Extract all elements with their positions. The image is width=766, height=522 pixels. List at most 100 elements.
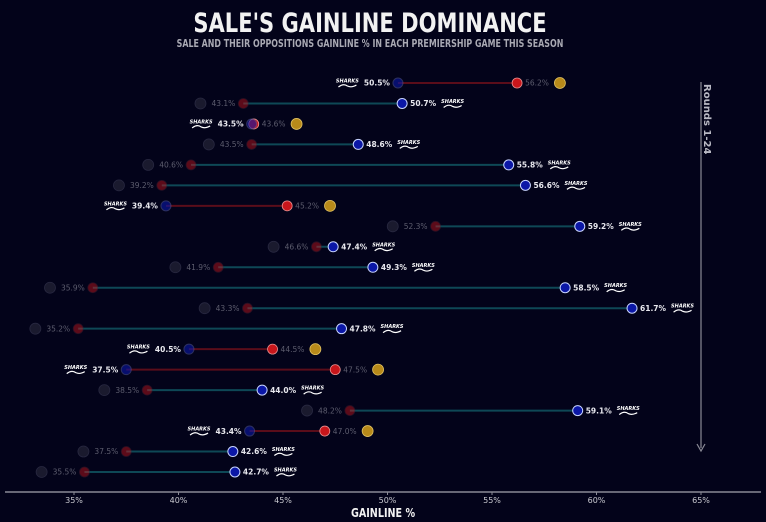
shark-wave-icon <box>273 452 293 457</box>
sale-value-label: 43.4% <box>216 427 243 436</box>
x-tick-label: 45% <box>274 496 292 505</box>
shark-wave-icon <box>106 206 125 211</box>
sale-value-label: 39.4% <box>132 202 159 211</box>
sale-sharks-logo: SHARKS <box>127 345 150 354</box>
game-row: 43.4% 47.0% SHARKS <box>188 425 374 437</box>
sale-value-label: 55.8% <box>517 161 544 170</box>
x-tick-label: 50% <box>379 496 397 505</box>
x-axis-ticks: 35% 40% 45% 50% 55% 60% 65% <box>65 492 710 505</box>
sale-logo-text: SHARKS <box>397 140 420 146</box>
sale-logo-text: SHARKS <box>336 79 359 85</box>
leicester-logo-icon <box>44 281 56 294</box>
sale-logo-text: SHARKS <box>127 345 150 351</box>
sale-value-label: 59.1% <box>586 406 613 415</box>
sale-sharks-logo: SHARKS <box>190 119 213 129</box>
game-row: 52.3% 59.2% SHARKS <box>386 220 642 233</box>
gloucester-logo-icon <box>142 158 155 171</box>
game-row: 46.6% 47.4% SHARKS <box>267 240 396 253</box>
gloucester-logo-icon <box>386 220 399 233</box>
opponent-value-label: 35.9% <box>61 283 85 292</box>
sale-logo-text: SHARKS <box>104 201 127 207</box>
game-row: 35.2% 47.8% SHARKS <box>29 322 404 335</box>
sale-logo-text: SHARKS <box>272 447 295 453</box>
london-irish-logo-icon <box>301 404 313 417</box>
sale-dot <box>396 97 408 109</box>
harlequins-logo-icon <box>113 179 125 192</box>
sale-value-label: 49.3% <box>381 263 408 272</box>
opponent-value-label: 45.2% <box>295 202 319 211</box>
sale-logo-text: SHARKS <box>301 386 324 392</box>
chart-title: SALE'S GAINLINE DOMINANCE <box>193 7 546 38</box>
shark-wave-icon <box>276 473 295 477</box>
opponent-dot <box>311 241 322 253</box>
sale-value-label: 47.8% <box>350 324 377 333</box>
sale-value-label: 42.6% <box>241 447 268 456</box>
game-row: 35.5% 42.7% SHARKS <box>35 466 297 478</box>
sale-dot <box>352 138 364 150</box>
game-row: 40.5% 44.5% SHARKS <box>127 343 322 356</box>
opponent-dot <box>511 77 523 89</box>
x-tick-label: 40% <box>170 496 188 505</box>
newcastle-logo-icon <box>169 261 182 274</box>
sale-sharks-logo: SHARKS <box>441 99 465 108</box>
opponent-dot <box>87 282 99 294</box>
sale-sharks-logo: SHARKS <box>604 283 628 293</box>
northampton-logo-icon <box>309 343 322 356</box>
x-tick-label: 35% <box>65 496 83 505</box>
shark-wave-icon <box>191 125 211 129</box>
shark-wave-icon <box>303 391 322 395</box>
opponent-dot <box>212 261 224 273</box>
sale-value-label: 61.7% <box>640 304 667 313</box>
game-row: 37.5% 42.6% SHARKS <box>77 445 295 458</box>
game-row: 43.1% 50.7% SHARKS <box>194 97 465 110</box>
opponent-dot <box>344 405 356 416</box>
game-row: 40.6% 55.8% SHARKS <box>142 158 571 171</box>
shark-wave-icon <box>66 370 86 375</box>
sale-value-label: 56.6% <box>533 181 560 190</box>
opponent-dot <box>156 179 168 191</box>
opponent-value-label: 47.5% <box>343 365 367 374</box>
game-row: 50.5% 56.2% SHARKS <box>336 77 566 89</box>
sale-dot <box>160 200 172 212</box>
game-row: 38.5% 44.0% SHARKS <box>98 384 325 397</box>
shark-wave-icon <box>338 84 357 88</box>
newcastle-logo-icon <box>35 466 48 478</box>
sale-sharks-logo: SHARKS <box>336 79 359 88</box>
sale-sharks-logo: SHARKS <box>64 365 88 375</box>
bristol-logo-icon <box>267 240 280 253</box>
opponent-dot <box>141 384 153 396</box>
game-row: 48.2% 59.1% SHARKS <box>301 404 640 417</box>
game-row: 35.9% 58.5% SHARKS <box>44 281 628 294</box>
sale-logo-text: SHARKS <box>548 160 571 166</box>
sale-sharks-logo: SHARKS <box>397 140 421 149</box>
opponent-value-label: 47.0% <box>333 427 357 436</box>
sale-value-label: 50.5% <box>364 79 391 88</box>
sale-sharks-logo: SHARKS <box>301 386 325 395</box>
opponent-value-label: 43.3% <box>216 304 240 313</box>
sale-sharks-logo: SHARKS <box>564 181 588 190</box>
sale-dot <box>246 118 258 130</box>
sale-logo-text: SHARKS <box>619 222 642 228</box>
sale-logo-text: SHARKS <box>604 283 627 289</box>
opponent-dot <box>237 98 249 109</box>
game-row: 37.5% 47.5% SHARKS <box>64 363 384 376</box>
opponent-value-label: 43.1% <box>211 99 235 108</box>
shark-wave-icon <box>673 309 692 313</box>
exeter-logo-icon <box>290 118 303 130</box>
sale-value-label: 40.5% <box>155 345 182 354</box>
opponent-value-label: 43.5% <box>220 140 244 149</box>
sale-dot <box>367 261 379 273</box>
shark-wave-icon <box>129 350 148 354</box>
sale-dot <box>392 77 404 89</box>
sale-value-label: 50.7% <box>410 99 437 108</box>
x-tick-label: 60% <box>588 496 606 505</box>
game-row: 41.9% 49.3% SHARKS <box>169 261 435 274</box>
shark-wave-icon <box>620 227 640 231</box>
sale-dot <box>572 405 584 417</box>
bristol-logo-icon <box>361 425 374 437</box>
bath-logo-icon <box>194 97 207 110</box>
rounds-annotation: Rounds 1-24 <box>701 84 712 154</box>
sale-value-label: 47.4% <box>341 242 368 251</box>
sale-logo-text: SHARKS <box>381 324 404 330</box>
sale-value-label: 43.5% <box>218 120 245 129</box>
